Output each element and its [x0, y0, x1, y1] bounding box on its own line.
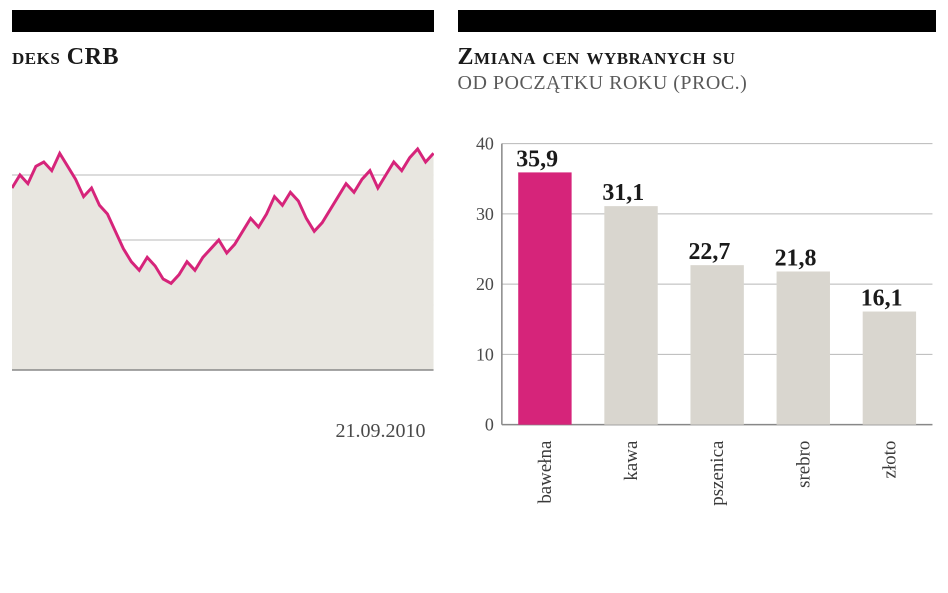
bar-value: 35,9 [516, 147, 558, 173]
bar-value: 31,1 [602, 181, 644, 207]
bar-złoto [862, 312, 915, 425]
y-tick: 30 [475, 204, 493, 224]
panel-price-change: Zmiana cen wybranych su OD POCZĄTKU ROKU… [446, 0, 948, 593]
y-tick: 40 [475, 134, 493, 154]
date-label: 21.09.2010 [12, 420, 434, 443]
y-tick: 0 [484, 415, 493, 435]
bar-pszenica [690, 266, 743, 426]
bar-category-label: pszenica [707, 440, 728, 506]
bar-category-label: bawełna [534, 440, 555, 504]
title-right: Zmiana cen wybranych su [458, 44, 936, 70]
bar-category-label: złoto [879, 441, 900, 479]
panel-crb-index: deks CRB 21.09.2010 [0, 0, 446, 593]
y-tick: 20 [475, 275, 493, 295]
bar-category-label: srebro [793, 441, 814, 488]
bar-chart-svg: 0 10 20 30 40 35,9 bawełna 31,1 kawa 22,7 pszenica… [458, 115, 936, 535]
subtitle-right: OD POCZĄTKU ROKU (PROC.) [458, 72, 936, 95]
bar-category-label: kawa [621, 440, 642, 481]
line-chart-area [12, 100, 434, 380]
bar-value: 16,1 [860, 286, 902, 312]
chart-container: deks CRB 21.09.2010 Zmiana cen wybranych… [0, 0, 948, 593]
bar-chart-area: 0 10 20 30 40 35,9 bawełna 31,1 kawa 22,7 pszenica… [458, 115, 936, 535]
bar-srebro [776, 272, 829, 425]
bar-value: 22,7 [688, 240, 730, 266]
line-chart-svg [12, 100, 434, 380]
bar-value: 21,8 [774, 246, 816, 272]
bar-kawa [604, 207, 657, 426]
bar-bawełna [518, 173, 571, 425]
title-left: deks CRB [12, 44, 434, 70]
y-tick: 10 [475, 345, 493, 365]
header-bar-right [458, 10, 936, 32]
header-bar-left [12, 10, 434, 32]
